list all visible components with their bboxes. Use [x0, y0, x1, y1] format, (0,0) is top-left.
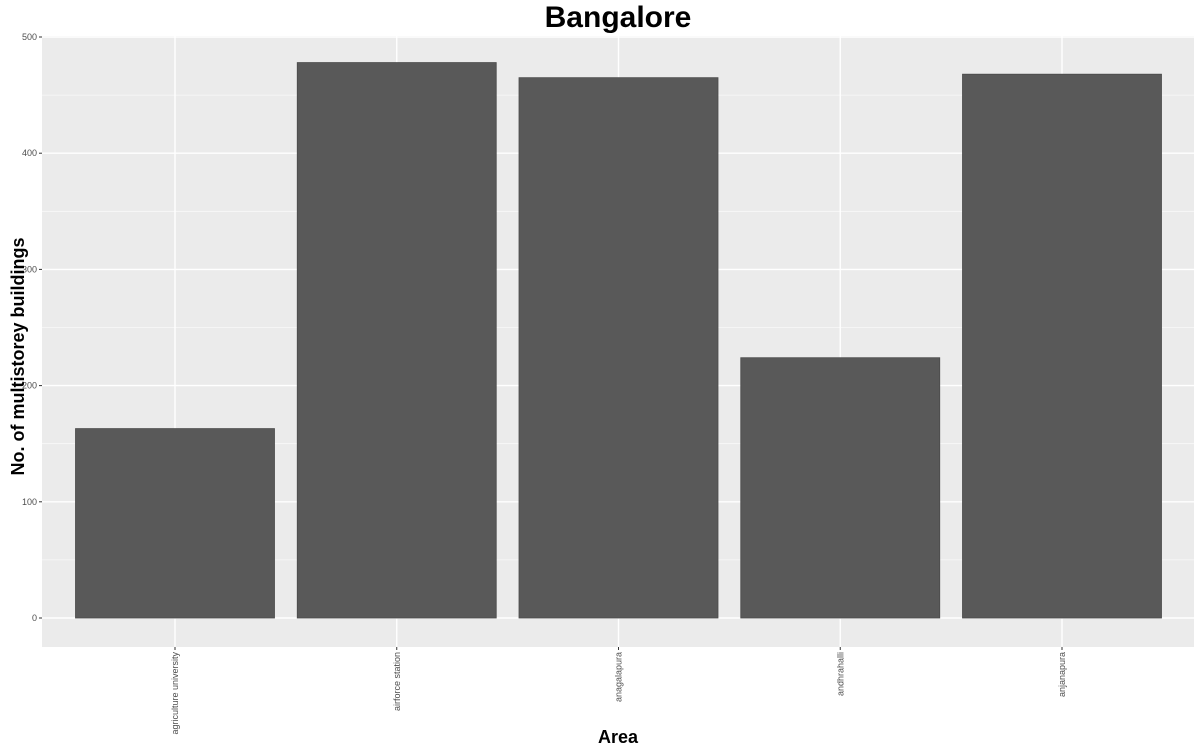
chart-title: Bangalore [545, 1, 692, 34]
y-tick-label: 100 [22, 497, 37, 507]
y-axis-title: No. of multistorey buildings [8, 238, 28, 476]
x-axis-ticks: agriculture university airforce station an… [170, 647, 1067, 735]
x-tick-label: agriculture university [170, 652, 180, 735]
bar [740, 357, 941, 619]
y-tick-label: 200 [22, 381, 37, 391]
x-tick-label: andhrahalli [835, 652, 845, 696]
bar [296, 62, 497, 619]
x-tick-label: airforce station [392, 652, 402, 711]
y-axis-ticks: 0 100 200 300 400 500 [22, 32, 42, 623]
bar [75, 428, 275, 619]
bars [75, 62, 1162, 619]
y-tick-label: 0 [32, 613, 37, 623]
x-tick-label: anagalapura [614, 652, 624, 702]
y-tick-label: 400 [22, 148, 37, 158]
x-axis-title: Area [598, 727, 639, 747]
bar [962, 73, 1162, 619]
x-tick-label: anjanapura [1057, 652, 1067, 697]
y-tick-label: 300 [22, 264, 37, 274]
y-tick-label: 500 [22, 32, 37, 42]
bar [518, 77, 719, 619]
